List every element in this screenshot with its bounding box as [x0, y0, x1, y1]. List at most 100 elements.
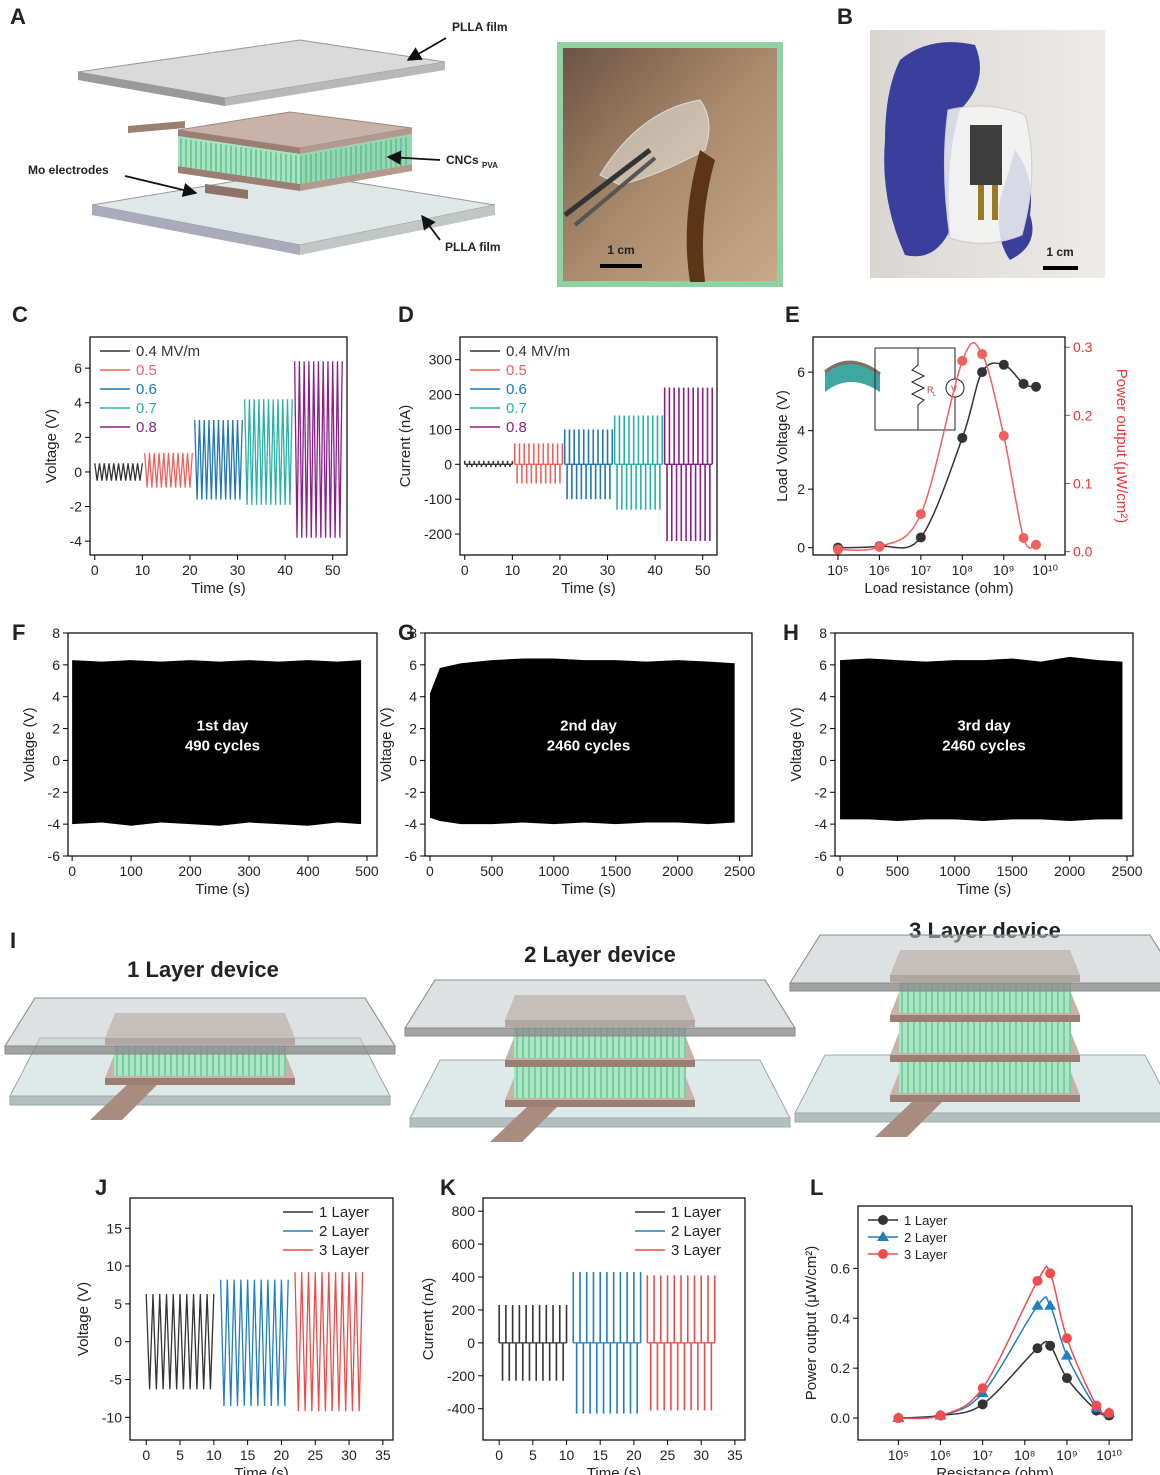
x-axis-label: Time (s)	[195, 881, 249, 898]
x-tick-label: 400	[296, 863, 320, 879]
y-tick-label: 0	[74, 464, 82, 480]
y-tick-label: 8	[819, 625, 827, 641]
y-tick-label: 2	[74, 429, 82, 445]
electrode	[890, 1095, 1080, 1102]
marker	[957, 432, 968, 443]
glove	[884, 42, 980, 257]
y-tick-label: 100	[429, 421, 453, 437]
x-tick-label: 5	[176, 1447, 184, 1463]
electrode	[505, 1100, 695, 1107]
x-tick-label: 15	[592, 1447, 608, 1463]
y-tick-label: 2	[797, 481, 805, 497]
marker	[1060, 1349, 1073, 1360]
x-tick-label: 10⁹	[993, 562, 1015, 578]
x-tick-label: 10	[505, 562, 521, 578]
x-axis-label: Time (s)	[234, 1465, 288, 1475]
legend-label: 0.5	[136, 362, 157, 379]
panel-label: H	[783, 620, 799, 645]
scale-label: 1 cm	[607, 243, 634, 257]
panel-label: A	[10, 4, 26, 29]
marker	[1032, 1275, 1043, 1286]
x-tick-label: 2500	[1111, 863, 1142, 879]
x-axis-label: Time (s)	[561, 881, 615, 898]
x-tick-label: 10⁶	[930, 1447, 951, 1463]
y-tick-label: -100	[424, 491, 452, 507]
marker	[915, 532, 926, 543]
x-tick-label: 0	[426, 863, 434, 879]
x-tick-label: 20	[274, 1447, 290, 1463]
x-axis-label: Time (s)	[561, 580, 615, 597]
x-tick-label: 0	[461, 562, 469, 578]
wire	[874, 348, 956, 431]
x-tick-label: 0	[142, 1447, 150, 1463]
marker	[977, 1383, 988, 1394]
y-axis-label: Voltage (V)	[378, 707, 395, 781]
marker	[998, 430, 1009, 441]
panel-label: B	[837, 4, 853, 29]
top-glass	[4, 997, 396, 1047]
signal-envelope	[840, 656, 1123, 821]
marker	[977, 367, 988, 378]
y2-tick-label: 0.3	[1073, 339, 1093, 355]
legend-label: 2 Layer	[904, 1230, 948, 1245]
y-tick-label: -2	[815, 784, 828, 800]
panel-label: F	[12, 620, 25, 645]
series-line	[145, 1294, 215, 1390]
legend-label: 0.6	[136, 381, 157, 398]
x-tick-label: 50	[325, 562, 341, 578]
electrode	[890, 1015, 1080, 1022]
top-glass	[789, 934, 1160, 984]
arrow	[421, 214, 441, 241]
series-line	[219, 1279, 289, 1406]
y-tick-label: -400	[447, 1401, 475, 1417]
y-axis-label: Voltage (V)	[21, 707, 38, 781]
y-tick-label: 0	[409, 752, 417, 768]
electrode	[992, 185, 998, 220]
legend-label: 3 Layer	[904, 1247, 948, 1262]
y-tick-label: 6	[409, 657, 417, 673]
y-tick-label: 0	[444, 456, 452, 472]
y2-tick-label: 0.0	[1073, 544, 1093, 560]
pillar-block	[178, 136, 300, 184]
y-axis-label: Voltage (V)	[43, 409, 60, 483]
film-label: PLLA film	[452, 20, 508, 34]
legend-label: 1 Layer	[319, 1204, 369, 1221]
film-photo	[599, 99, 710, 186]
resistor-subscript: L	[933, 392, 937, 398]
y-tick-label: -2	[48, 784, 61, 800]
x-tick-label: 10⁷	[972, 1447, 993, 1463]
active-area	[970, 125, 1002, 185]
series-line	[194, 420, 243, 500]
arrow	[386, 150, 441, 165]
x-tick-label: 100	[119, 863, 143, 879]
pillar-block	[899, 1062, 1071, 1093]
x-tick-label: 5	[529, 1447, 537, 1463]
electrode-tab	[128, 121, 185, 133]
y-tick-label: -6	[815, 848, 828, 864]
top-glass	[4, 1045, 396, 1055]
electrode-tab	[90, 1082, 160, 1120]
panel-label: I	[10, 928, 16, 953]
schematic	[77, 39, 496, 255]
marker	[1045, 1268, 1056, 1279]
marker	[1061, 1333, 1072, 1344]
electrode	[890, 1055, 1080, 1062]
series-line	[244, 399, 293, 505]
bottom-glass	[794, 1112, 1160, 1123]
resistor-label: R	[927, 385, 934, 395]
y-tick-label: 0	[797, 540, 805, 556]
x-tick-label: 15	[240, 1447, 256, 1463]
y-tick-label: 0	[467, 1335, 475, 1351]
legend-label: 3 Layer	[319, 1242, 369, 1259]
annotation: 2460 cycles	[942, 738, 1025, 755]
bottom-film-edge	[92, 205, 300, 255]
y-tick-label: 0	[114, 1334, 122, 1350]
y-tick-label: -6	[405, 848, 418, 864]
x-tick-label: 10⁹	[1056, 1447, 1078, 1463]
x-tick-label: 10⁵	[827, 562, 848, 578]
y-tick-label: 300	[429, 352, 453, 368]
bottom-electrode	[300, 164, 412, 191]
annotation: 490 cycles	[185, 738, 260, 755]
legend-label: 0.7	[506, 400, 527, 417]
x-tick-label: 2500	[724, 863, 755, 879]
